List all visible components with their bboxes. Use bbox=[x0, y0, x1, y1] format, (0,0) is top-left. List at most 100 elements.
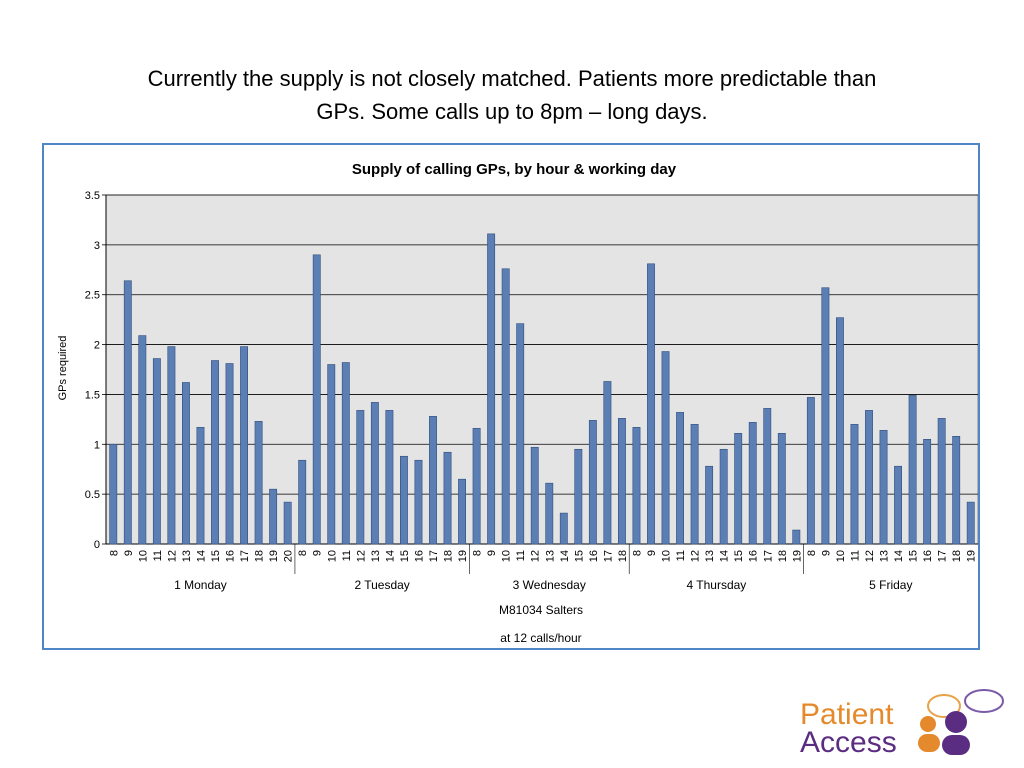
bar bbox=[719, 448, 728, 545]
logo-word-patient: Patient bbox=[800, 698, 894, 731]
bar bbox=[865, 410, 873, 545]
x-tick-label: 19 bbox=[966, 550, 978, 562]
x-tick-label: 15 bbox=[908, 550, 920, 562]
bar bbox=[167, 346, 176, 545]
bar bbox=[632, 427, 641, 545]
bar bbox=[705, 465, 714, 545]
bar bbox=[487, 233, 496, 545]
x-tick-label: 10 bbox=[835, 550, 847, 562]
x-tick-label: 13 bbox=[544, 550, 556, 562]
y-tick-label: 0.5 bbox=[85, 489, 100, 501]
bar bbox=[908, 395, 917, 545]
x-tick-labels: 8 9 10 11 12 13 14 15 16 17 18 19 20 8 9 10 11 12 13 14 15 16… bbox=[108, 550, 977, 562]
x-tick-label: 10 bbox=[326, 550, 338, 562]
bar bbox=[835, 317, 844, 545]
x-tick-label: 8 bbox=[108, 550, 120, 556]
bar bbox=[850, 424, 859, 545]
x-tick-label: 9 bbox=[123, 550, 135, 556]
x-tick-label: 11 bbox=[341, 550, 353, 561]
x-tick-label: 8 bbox=[631, 550, 643, 556]
y-tick-labels: 0 0.5 1 1.5 2 2.5 3 3.5 bbox=[85, 190, 100, 551]
bar bbox=[458, 478, 466, 545]
x-tick-label: 17 bbox=[428, 550, 440, 562]
bar bbox=[821, 287, 830, 545]
y-tick-label: 2 bbox=[94, 340, 100, 352]
x-tick-label: 13 bbox=[181, 550, 193, 562]
bar bbox=[370, 402, 379, 545]
x-tick-label: 14 bbox=[384, 550, 396, 562]
y-tick-label: 1.5 bbox=[85, 389, 100, 401]
bar bbox=[138, 335, 147, 545]
bar bbox=[603, 381, 612, 545]
logo-word-access: Access bbox=[800, 726, 897, 759]
bar bbox=[443, 451, 452, 545]
gridlines bbox=[102, 194, 978, 574]
x-tick-label: 13 bbox=[370, 550, 382, 562]
x-tick-label: 18 bbox=[254, 550, 266, 562]
x-tick-label: 17 bbox=[602, 550, 614, 562]
bar bbox=[879, 430, 888, 545]
day-group-label: 2 Tuesday bbox=[354, 578, 409, 592]
x-tick-label: 9 bbox=[820, 550, 832, 556]
y-tick-label: 2.5 bbox=[85, 290, 100, 302]
bar bbox=[806, 397, 815, 545]
bar bbox=[545, 482, 554, 545]
bar bbox=[530, 446, 539, 545]
x-tick-label: 15 bbox=[399, 550, 411, 562]
bar bbox=[676, 412, 685, 545]
x-tick-label: 14 bbox=[719, 550, 731, 562]
y-tick-label: 1 bbox=[94, 439, 100, 451]
bar bbox=[952, 436, 961, 545]
bar bbox=[414, 459, 423, 545]
x-tick-label: 18 bbox=[777, 550, 789, 562]
bar bbox=[152, 358, 161, 545]
x-tick-label: 18 bbox=[951, 550, 963, 562]
bar bbox=[574, 448, 583, 545]
x-tick-label: 19 bbox=[457, 550, 469, 562]
bar bbox=[734, 433, 743, 545]
x-tick-label: 15 bbox=[210, 550, 222, 562]
x-footer-line-1: M81034 Salters bbox=[499, 603, 583, 617]
bar bbox=[341, 362, 350, 545]
slide-title: Currently the supply is not closely matc… bbox=[40, 62, 984, 128]
x-tick-label: 10 bbox=[661, 550, 673, 562]
x-tick-label: 9 bbox=[486, 550, 498, 556]
bar bbox=[182, 382, 190, 545]
day-group-label: 1 Monday bbox=[174, 578, 227, 592]
bar bbox=[399, 455, 408, 545]
y-tick-label: 0 bbox=[94, 539, 100, 551]
x-tick-label: 19 bbox=[791, 550, 803, 562]
bar bbox=[472, 428, 481, 545]
x-tick-label: 16 bbox=[748, 550, 760, 562]
x-tick-label: 9 bbox=[646, 550, 658, 556]
x-tick-label: 8 bbox=[806, 550, 818, 556]
x-tick-label: 17 bbox=[762, 550, 774, 562]
bar bbox=[748, 422, 757, 545]
slide-title-line-2: GPs. Some calls up to 8pm – long days. bbox=[316, 99, 708, 124]
chart-title: Supply of calling GPs, by hour & working… bbox=[352, 161, 677, 178]
people-speech-icon bbox=[918, 689, 1004, 755]
bar bbox=[269, 488, 278, 545]
y-axis-label: GPs required bbox=[57, 336, 69, 401]
x-tick-label: 12 bbox=[166, 550, 178, 562]
x-tick-label: 8 bbox=[297, 550, 309, 556]
bar bbox=[792, 529, 801, 545]
x-tick-label: 17 bbox=[937, 550, 949, 562]
x-tick-label: 17 bbox=[239, 550, 251, 562]
bar bbox=[516, 323, 525, 545]
x-tick-label: 16 bbox=[225, 550, 237, 562]
x-tick-label: 20 bbox=[283, 550, 295, 562]
day-group-label: 3 Wednesday bbox=[513, 578, 586, 592]
y-tick-label: 3.5 bbox=[85, 190, 100, 202]
x-tick-label: 13 bbox=[879, 550, 891, 562]
x-tick-label: 16 bbox=[413, 550, 425, 562]
x-tick-label: 14 bbox=[559, 550, 571, 562]
x-tick-label: 11 bbox=[675, 550, 687, 561]
bar-chart: Supply of calling GPs, by hour & working… bbox=[57, 161, 978, 645]
x-footer-line-2: at 12 calls/hour bbox=[500, 631, 581, 645]
x-tick-label: 16 bbox=[922, 550, 934, 562]
bar bbox=[559, 512, 568, 545]
bars bbox=[109, 233, 975, 545]
x-tick-label: 12 bbox=[690, 550, 702, 562]
x-tick-label: 18 bbox=[443, 550, 455, 562]
